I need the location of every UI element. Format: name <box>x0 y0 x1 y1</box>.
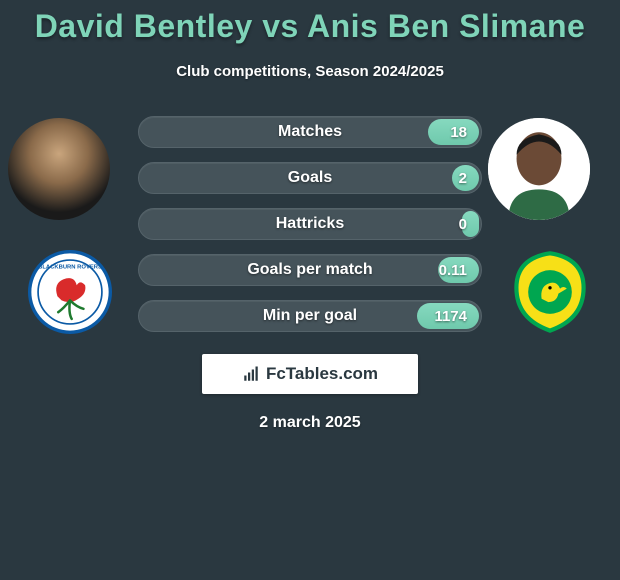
stat-label: Min per goal <box>139 301 481 331</box>
svg-text:BLACKBURN ROVERS: BLACKBURN ROVERS <box>38 264 102 270</box>
brand-box: FcTables.com <box>202 354 418 394</box>
stat-value-right: 0 <box>459 209 467 239</box>
stat-label: Goals per match <box>139 255 481 285</box>
stat-value-right: 1174 <box>434 301 467 331</box>
page-title: David Bentley vs Anis Ben Slimane <box>0 8 620 45</box>
date-text: 2 march 2025 <box>0 414 620 432</box>
stat-label: Hattricks <box>139 209 481 239</box>
player-left-avatar <box>8 118 110 220</box>
comparison-area: BLACKBURN ROVERS Matches 18 Goals 2 <box>0 118 620 348</box>
player-right-avatar <box>488 118 590 220</box>
stat-bars: Matches 18 Goals 2 Hattricks 0 Goals per… <box>138 116 482 346</box>
stat-label: Matches <box>139 117 481 147</box>
subtitle: Club competitions, Season 2024/2025 <box>0 63 620 80</box>
stat-bar: Min per goal 1174 <box>138 300 482 332</box>
stat-label: Goals <box>139 163 481 193</box>
chart-icon <box>242 365 260 383</box>
stat-bar: Goals per match 0.11 <box>138 254 482 286</box>
stat-value-right: 18 <box>450 117 467 147</box>
brand-text: FcTables.com <box>266 364 378 384</box>
stat-value-right: 2 <box>459 163 467 193</box>
stat-value-right: 0.11 <box>439 255 467 285</box>
stat-bar: Hattricks 0 <box>138 208 482 240</box>
club-badge-right <box>508 250 592 334</box>
stat-bar: Goals 2 <box>138 162 482 194</box>
club-badge-left: BLACKBURN ROVERS <box>28 250 112 334</box>
stat-bar: Matches 18 <box>138 116 482 148</box>
